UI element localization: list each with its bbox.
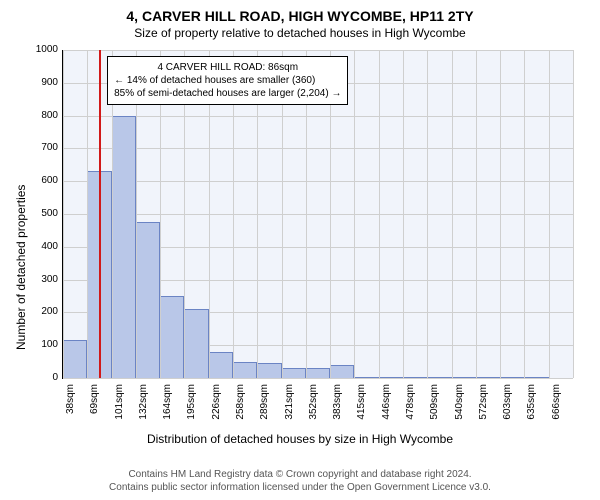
histogram-bar xyxy=(427,377,451,378)
gridline xyxy=(63,181,573,182)
y-tick: 900 xyxy=(24,77,58,88)
x-tick: 289sqm xyxy=(259,384,270,432)
histogram-bar xyxy=(452,377,476,378)
histogram-bar xyxy=(476,377,500,378)
chart-title: 4, CARVER HILL ROAD, HIGH WYCOMBE, HP11 … xyxy=(0,0,600,24)
x-tick: 666sqm xyxy=(551,384,562,432)
histogram-bar xyxy=(63,340,87,378)
gridline xyxy=(63,148,573,149)
gridline-v xyxy=(427,50,428,378)
gridline-v xyxy=(63,50,64,378)
y-tick: 100 xyxy=(24,339,58,350)
x-tick: 258sqm xyxy=(235,384,246,432)
x-tick: 446sqm xyxy=(381,384,392,432)
x-tick: 321sqm xyxy=(284,384,295,432)
gridline-v xyxy=(573,50,574,378)
histogram-bar xyxy=(184,309,208,378)
x-tick: 635sqm xyxy=(526,384,537,432)
histogram-bar xyxy=(209,352,233,378)
x-tick: 603sqm xyxy=(502,384,513,432)
footer-line1: Contains HM Land Registry data © Crown c… xyxy=(0,468,600,481)
annotation-line2: ← 14% of detached houses are smaller (36… xyxy=(114,74,341,87)
histogram-bar xyxy=(354,377,378,378)
histogram-bar xyxy=(282,368,306,378)
gridline-v xyxy=(452,50,453,378)
histogram-bar xyxy=(500,377,524,378)
y-tick: 200 xyxy=(24,306,58,317)
chart-subtitle: Size of property relative to detached ho… xyxy=(0,24,600,40)
gridline-v xyxy=(524,50,525,378)
gridline-v xyxy=(549,50,550,378)
gridline xyxy=(63,116,573,117)
histogram-bar xyxy=(136,222,160,378)
y-tick: 400 xyxy=(24,241,58,252)
y-tick: 500 xyxy=(24,208,58,219)
x-tick: 226sqm xyxy=(211,384,222,432)
y-tick: 0 xyxy=(24,372,58,383)
histogram-bar xyxy=(379,377,403,378)
y-tick: 300 xyxy=(24,274,58,285)
gridline-v xyxy=(403,50,404,378)
x-tick: 38sqm xyxy=(65,384,76,432)
annotation-box: 4 CARVER HILL ROAD: 86sqm ← 14% of detac… xyxy=(107,56,348,105)
x-tick: 383sqm xyxy=(332,384,343,432)
histogram-bar xyxy=(233,362,257,378)
histogram-bar xyxy=(160,296,184,378)
histogram-bar xyxy=(330,365,354,378)
y-tick: 600 xyxy=(24,175,58,186)
y-tick: 800 xyxy=(24,110,58,121)
annotation-line1: 4 CARVER HILL ROAD: 86sqm xyxy=(114,61,341,74)
y-tick: 1000 xyxy=(24,44,58,55)
histogram-bar xyxy=(112,116,136,378)
gridline-v xyxy=(87,50,88,378)
histogram-bar xyxy=(524,377,548,378)
x-tick: 69sqm xyxy=(89,384,100,432)
x-tick: 352sqm xyxy=(308,384,319,432)
x-tick: 195sqm xyxy=(186,384,197,432)
x-tick: 478sqm xyxy=(405,384,416,432)
footer-line2: Contains public sector information licen… xyxy=(0,481,600,494)
footer: Contains HM Land Registry data © Crown c… xyxy=(0,468,600,494)
gridline-v xyxy=(476,50,477,378)
histogram-bar xyxy=(306,368,330,378)
x-tick: 415sqm xyxy=(356,384,367,432)
gridline xyxy=(63,50,573,51)
x-axis-label: Distribution of detached houses by size … xyxy=(0,432,600,446)
gridline-v xyxy=(379,50,380,378)
x-tick: 509sqm xyxy=(429,384,440,432)
gridline xyxy=(63,214,573,215)
x-tick: 132sqm xyxy=(138,384,149,432)
histogram-bar xyxy=(257,363,281,378)
x-tick: 101sqm xyxy=(114,384,125,432)
x-tick: 540sqm xyxy=(454,384,465,432)
histogram-bar xyxy=(403,377,427,378)
annotation-line3: 85% of semi-detached houses are larger (… xyxy=(114,87,341,100)
reference-line xyxy=(99,50,101,378)
gridline-v xyxy=(500,50,501,378)
gridline-v xyxy=(354,50,355,378)
gridline xyxy=(63,378,573,379)
x-tick: 164sqm xyxy=(162,384,173,432)
x-tick: 572sqm xyxy=(478,384,489,432)
y-tick: 700 xyxy=(24,142,58,153)
